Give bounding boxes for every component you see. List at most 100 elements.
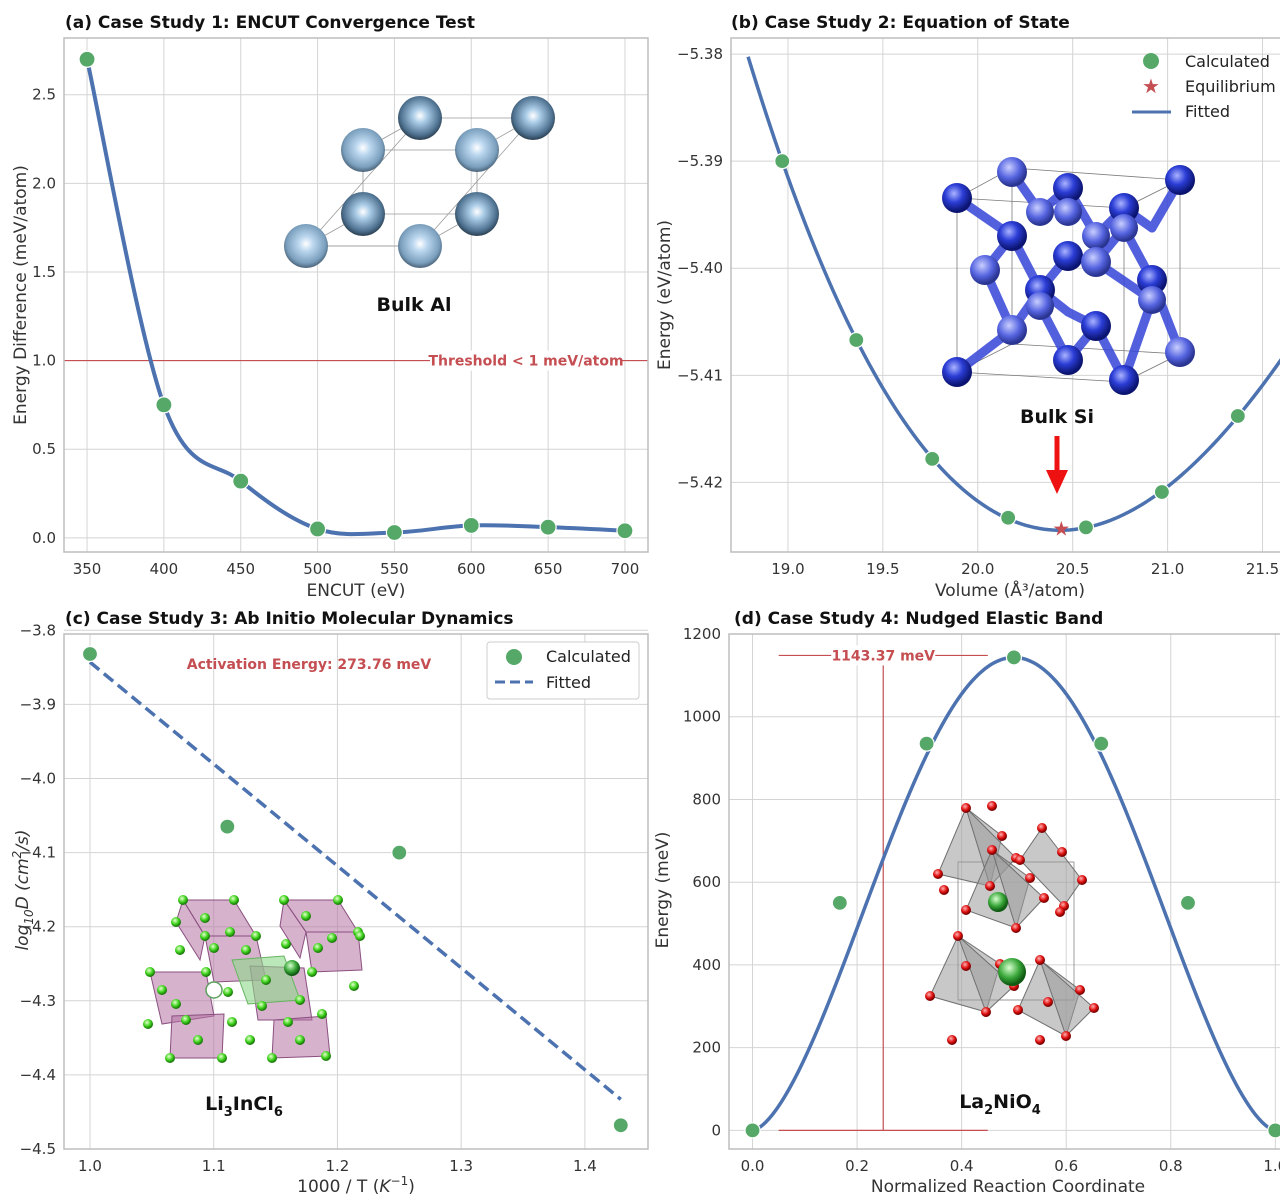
panel-d-point bbox=[1267, 1122, 1280, 1139]
panel-b-point bbox=[1229, 407, 1246, 425]
panel-b-title: (b) Case Study 2: Equation of State bbox=[731, 13, 1070, 33]
panel-b-ylabel: Energy (eV/atom) bbox=[655, 220, 675, 370]
panel-a-points bbox=[78, 50, 634, 542]
a-xtick-label: 400 bbox=[150, 560, 179, 578]
b-xtick-label: 19.5 bbox=[866, 560, 899, 578]
a-xtick-label: 350 bbox=[73, 560, 102, 578]
d-xtick-label: 0.2 bbox=[845, 1157, 869, 1175]
panel-c-point bbox=[81, 645, 99, 663]
b-xtick-label: 20.5 bbox=[1056, 560, 1089, 578]
panel-a-point bbox=[155, 396, 173, 414]
d-ytick-label: 200 bbox=[692, 1039, 721, 1057]
panel-d-title: (d) Case Study 4: Nudged Elastic Band bbox=[734, 609, 1103, 629]
bulk-si-structure bbox=[942, 157, 1195, 395]
b-ytick-label: −5.42 bbox=[677, 473, 723, 491]
c-ytick-label: −4.2 bbox=[20, 918, 56, 936]
legend-calculated: Calculated bbox=[1185, 52, 1270, 71]
panel-a-encut-convergence: (a) Case Study 1: ENCUT Convergence Test… bbox=[11, 13, 649, 601]
c-ytick-label: −3.9 bbox=[20, 695, 56, 713]
panel-b-legend: Calculated ★ Equilibrium Fitted bbox=[1132, 52, 1276, 121]
c-ytick-label: −4.3 bbox=[20, 992, 56, 1010]
panel-b-point bbox=[848, 331, 865, 349]
equilibrium-arrow bbox=[1046, 436, 1068, 494]
threshold-line: Threshold < 1 meV/atom bbox=[64, 350, 648, 371]
panel-d-point bbox=[831, 894, 848, 911]
panel-b-equation-of-state: (b) Case Study 2: Equation of State bbox=[655, 13, 1280, 601]
panel-c-point bbox=[219, 818, 236, 835]
c-ytick-label: −3.8 bbox=[20, 621, 56, 639]
a-ytick-label: 1.5 bbox=[32, 263, 56, 281]
panel-b-ticks: 19.0 19.5 20.0 20.5 21.0 21.5 −5.38 −5.39 −5.40 −… bbox=[677, 45, 1279, 578]
panel-a-frame bbox=[63, 37, 649, 553]
panel-a-point bbox=[462, 516, 480, 535]
legend-fitted-c: Fitted bbox=[546, 673, 591, 692]
panel-b-frame bbox=[730, 37, 1280, 553]
activation-energy-annotation: Activation Energy: 273.76 meV bbox=[187, 657, 432, 673]
d-ytick-label: 400 bbox=[692, 956, 721, 974]
bulk-al-structure bbox=[284, 96, 555, 268]
panel-d-point bbox=[918, 735, 935, 752]
panel-a-title: (a) Case Study 1: ENCUT Convergence Test bbox=[65, 13, 475, 33]
a-ytick-label: 2.0 bbox=[32, 174, 56, 192]
panel-c-aimd: (c) Case Study 3: Ab Initio Molecular Dy… bbox=[10, 609, 649, 1196]
b-ytick-label: −5.38 bbox=[677, 45, 723, 63]
panel-b-point bbox=[1153, 483, 1171, 501]
panel-a-xlabel: ENCUT (eV) bbox=[307, 581, 406, 601]
la2nio4-label: La2NiO4 bbox=[959, 1091, 1041, 1118]
panel-a-point bbox=[539, 518, 557, 536]
a-xtick-label: 550 bbox=[380, 560, 409, 578]
panel-c-fitted-line bbox=[88, 660, 622, 1101]
c-ytick-label: −4.4 bbox=[20, 1066, 56, 1084]
b-xtick-label: 21.0 bbox=[1151, 560, 1184, 578]
d-ytick-label: 1200 bbox=[683, 625, 721, 643]
barrier-annotation: 1143.37 meV bbox=[778, 645, 988, 1131]
panel-d-neb: (d) Case Study 4: Nudged Elastic Band bbox=[653, 609, 1280, 1196]
b-ytick-label: −5.39 bbox=[677, 152, 723, 170]
panel-b-fitted-line bbox=[746, 56, 1280, 532]
c-xtick-label: 1.0 bbox=[78, 1157, 102, 1175]
panel-d-points bbox=[744, 649, 1280, 1139]
a-xtick-label: 500 bbox=[303, 560, 332, 578]
panel-c-legend: Calculated Fitted bbox=[486, 641, 640, 700]
panel-b-point bbox=[924, 450, 941, 467]
panel-c-ylabel: log10D (cm2/s) bbox=[10, 829, 36, 950]
b-xtick-label: 20.0 bbox=[961, 560, 994, 578]
panel-b-point bbox=[1000, 509, 1017, 526]
bulk-al-label: Bulk Al bbox=[377, 294, 452, 316]
equilibrium-star-icon: ★ bbox=[1052, 516, 1070, 540]
li3incl6-structure bbox=[143, 895, 365, 1063]
d-xtick-label: 0.6 bbox=[1054, 1157, 1078, 1175]
panel-c-title: (c) Case Study 3: Ab Initio Molecular Dy… bbox=[65, 609, 514, 629]
b-xtick-label: 21.5 bbox=[1246, 560, 1279, 578]
b-ytick-label: −5.41 bbox=[677, 366, 723, 384]
d-xtick-label: 1.0 bbox=[1263, 1157, 1280, 1175]
panel-d-ticks: 0.0 0.2 0.4 0.6 0.8 1.0 0 200 400 600 800 1000 1200 bbox=[683, 625, 1280, 1175]
panel-a-point bbox=[385, 523, 404, 542]
panel-d-frame bbox=[728, 633, 1280, 1150]
a-xtick-label: 650 bbox=[534, 560, 563, 578]
b-ytick-label: −5.40 bbox=[677, 259, 723, 277]
panel-b-points: ★ bbox=[774, 153, 1246, 540]
panel-c-point bbox=[612, 1117, 629, 1134]
panel-b-xlabel: Volume (Å³/atom) bbox=[935, 579, 1085, 601]
panel-b-point bbox=[774, 153, 791, 170]
a-ytick-label: 2.5 bbox=[32, 86, 56, 104]
c-ytick-label: −4.5 bbox=[20, 1140, 56, 1158]
a-xtick-label: 450 bbox=[226, 560, 255, 578]
panel-b-grid bbox=[731, 38, 1280, 552]
d-ytick-label: 600 bbox=[692, 873, 721, 891]
la2nio4-structure bbox=[925, 801, 1099, 1045]
d-xtick-label: 0.8 bbox=[1159, 1157, 1183, 1175]
barrier-label: 1143.37 meV bbox=[831, 648, 935, 664]
panel-b-fitted-curve bbox=[746, 56, 1280, 532]
a-ytick-label: 0.5 bbox=[32, 440, 56, 458]
panel-b-point bbox=[1077, 519, 1095, 536]
panel-a-point bbox=[78, 50, 96, 68]
panel-d-point bbox=[1179, 894, 1197, 911]
d-ytick-label: 1000 bbox=[683, 708, 721, 726]
panel-a-point bbox=[308, 520, 327, 538]
d-ytick-label: 0 bbox=[711, 1121, 721, 1139]
a-xtick-label: 700 bbox=[611, 560, 640, 578]
d-xtick-label: 0.0 bbox=[741, 1157, 765, 1175]
